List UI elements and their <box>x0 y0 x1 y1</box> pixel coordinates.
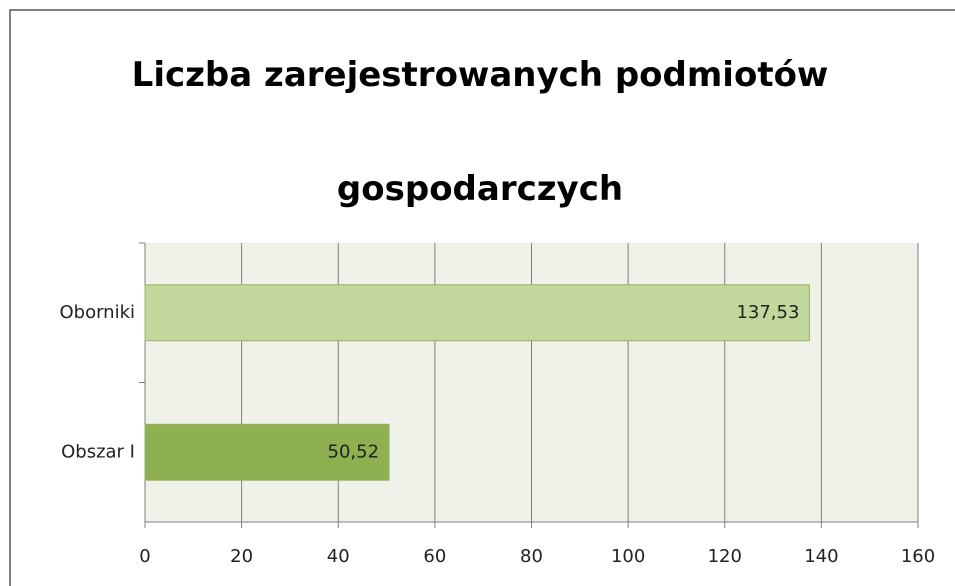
x-tick-label: 80 <box>520 546 543 567</box>
chart-frame <box>9 9 955 586</box>
x-tick-label: 100 <box>611 546 645 567</box>
x-tick-label: 120 <box>708 546 742 567</box>
y-tick-label: Oborniki <box>59 302 135 323</box>
x-tick-label: 20 <box>230 546 253 567</box>
y-tick-label: Obszar I <box>61 441 135 462</box>
x-tick-label: 140 <box>804 546 838 567</box>
bar <box>144 423 390 481</box>
x-tick-label: 60 <box>423 546 446 567</box>
value-label: 50,52 <box>328 441 380 462</box>
chart-title: Liczba zarejestrowanych podmiotów gospod… <box>131 55 829 209</box>
x-tick-label: 40 <box>327 546 350 567</box>
x-tick-label: 160 <box>901 546 935 567</box>
x-tick-label: 0 <box>139 546 150 567</box>
value-label: 137,53 <box>736 302 799 323</box>
bar <box>144 284 810 342</box>
